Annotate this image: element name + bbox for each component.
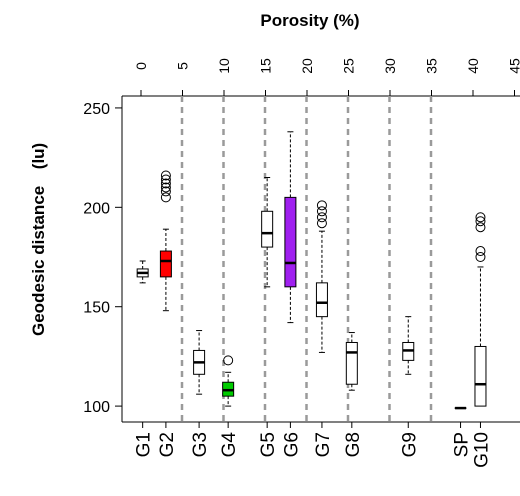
- outlier-g7-3: [316, 200, 327, 211]
- box-g8: [345, 341, 358, 385]
- group-label-g1: G1: [134, 432, 155, 457]
- y-tick-label-1: 150: [83, 300, 110, 317]
- top-tick-label-6: 30: [382, 58, 398, 74]
- top-axis-title: Porosity (%): [260, 11, 359, 30]
- top-tick-label-7: 35: [424, 58, 440, 74]
- y-tick-label-2: 200: [83, 200, 110, 217]
- top-tick-label-2: 10: [216, 58, 232, 74]
- top-tick-label-8: 40: [465, 58, 481, 74]
- group-label-g4: G4: [219, 432, 240, 458]
- box-g6: [284, 196, 297, 288]
- plot-area: 0 5 10 15 20 25 30 35 40 45 100 150 200 250 G1 G2 G3 G4 G5…: [83, 58, 520, 468]
- outlier-g10-1: [475, 246, 486, 257]
- group-label-g8: G8: [343, 432, 364, 457]
- outlier-g2-2: [160, 182, 171, 193]
- y-axis-title: Geodesic distance: [29, 186, 48, 336]
- outlier-g2-5: [160, 170, 171, 181]
- outlier-g10-0: [475, 252, 486, 263]
- box-g10: [474, 345, 487, 407]
- outlier-g2-0: [160, 192, 171, 203]
- top-tick-label-0: 0: [133, 62, 149, 70]
- outlier-g4-0: [223, 355, 234, 366]
- group-label-g9: G9: [399, 432, 420, 457]
- outlier-g10-2: [475, 222, 486, 233]
- group-label-g7: G7: [313, 432, 334, 457]
- box-g2: [159, 250, 172, 278]
- outlier-g10-4: [475, 212, 486, 223]
- outlier-g7-1: [316, 212, 327, 223]
- group-label-g5: G5: [258, 432, 279, 457]
- outlier-g7-0: [316, 218, 327, 229]
- top-tick-label-5: 25: [341, 58, 357, 74]
- outlier-g2-3: [160, 178, 171, 189]
- group-label-g3: G3: [190, 432, 211, 457]
- top-tick-label-9: 45: [507, 58, 520, 74]
- y-tick-label-3: 250: [83, 101, 110, 118]
- box-g5: [261, 210, 274, 248]
- y-axis-unit: (lu): [29, 143, 48, 169]
- top-tick-label-1: 5: [175, 62, 191, 70]
- outlier-g7-2: [316, 206, 327, 217]
- y-tick-label-0: 100: [83, 399, 110, 416]
- outlier-g2-4: [160, 174, 171, 185]
- top-tick-label-3: 15: [258, 58, 274, 74]
- top-tick-label-4: 20: [299, 58, 315, 74]
- outlier-g10-3: [475, 216, 486, 227]
- group-label-g6: G6: [281, 432, 302, 457]
- group-label-g10: G10: [471, 432, 492, 468]
- outlier-g2-1: [160, 186, 171, 197]
- group-label-sp: SP: [452, 432, 473, 457]
- box-g7: [315, 282, 328, 318]
- group-label-g2: G2: [157, 432, 178, 457]
